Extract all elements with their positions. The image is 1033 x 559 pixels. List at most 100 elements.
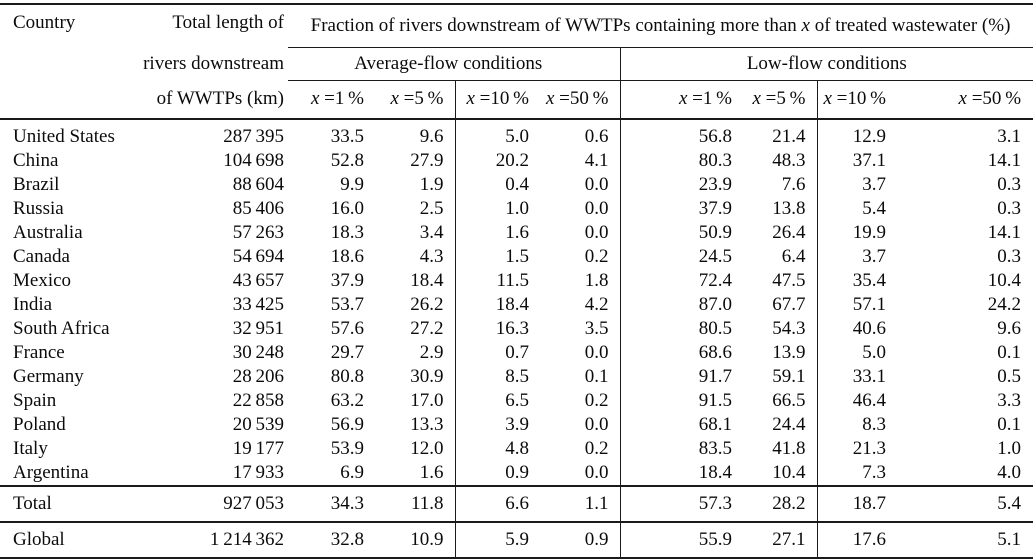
low-x1-cell: 68.1 — [698, 413, 732, 435]
avg-x5-cell: 26.2 — [368, 292, 456, 317]
avg-x10-cell: 5.9 — [455, 520, 533, 558]
low-x5-cell: 13.8 — [736, 196, 818, 221]
avg-x50-cell: 0.0 — [533, 340, 621, 365]
x-symbol: x — [823, 88, 832, 109]
low-x1-cell: 23.9 — [698, 173, 732, 195]
low-x5-cell: 6.4 — [736, 244, 818, 269]
avg-x5-cell: 11.8 — [368, 484, 456, 522]
total-length-cell: 85 406 — [232, 197, 284, 219]
table-row: Poland 20 539 56.9 13.3 3.9 0.0 68.1 24.4 8.3 0.1 — [0, 412, 1033, 437]
low-x5-cell: 41.8 — [736, 436, 818, 461]
avg-x1-cell: 18.6 — [330, 245, 364, 267]
low-x1-cell: 57.3 — [620, 484, 736, 522]
low-x10-cell: 12.9 — [852, 125, 886, 147]
avg-x5-cell: 2.5 — [368, 196, 456, 221]
low-x5-cell: 48.3 — [736, 148, 818, 173]
low-x5-cell: 28.2 — [736, 484, 818, 522]
country-cell: Russia — [13, 197, 64, 219]
avg-x5-cell: 30.9 — [368, 364, 456, 389]
low-x10-cell: 46.4 — [852, 389, 886, 411]
avg-x50-cell: 1.1 — [533, 484, 621, 522]
avg-x10-cell: 0.4 — [505, 173, 529, 195]
low-x50-cell: 10.4 — [987, 269, 1022, 291]
low-x1-cell: 37.9 — [698, 197, 732, 219]
table-span-title: Fraction of rivers downstream of WWTPs c… — [288, 4, 1033, 48]
avg-x10-cell: 16.3 — [495, 317, 529, 339]
col-header-total-line2: rivers downstream — [143, 52, 284, 74]
avg-x10-cell: 11.5 — [496, 269, 529, 291]
low-x1-cell: 72.4 — [698, 269, 732, 291]
country-cell: Argentina — [13, 461, 89, 483]
x-symbol: x — [678, 88, 688, 109]
avg-x50-cell: 0.0 — [533, 220, 621, 245]
x-value: =10 % — [831, 88, 886, 109]
country-cell: Global — [0, 520, 138, 558]
span-title-pre: Fraction of rivers downstream of WWTPs c… — [310, 14, 802, 36]
avg-x1-cell: 9.9 — [340, 173, 364, 195]
total-length-cell: 43 657 — [232, 269, 284, 291]
low-x10-cell: 40.6 — [852, 317, 886, 339]
low-x1-cell: 50.9 — [698, 221, 732, 243]
avg-x1-cell: 53.7 — [330, 293, 364, 315]
x-symbol: x — [958, 88, 967, 109]
avg-x10-cell: 3.9 — [505, 413, 529, 435]
avg-x50-cell: 4.1 — [533, 148, 621, 173]
avg-x10-cell: 6.5 — [505, 389, 529, 411]
header-row-2: rivers downstream Average-flow condition… — [0, 47, 1033, 81]
low-x10-cell: 3.7 — [862, 245, 886, 267]
low-x1-cell: 91.5 — [698, 389, 732, 411]
col-header-avg-x5: x =5 % — [368, 80, 456, 120]
low-x10-cell: 19.9 — [852, 221, 886, 243]
low-x5-cell: 7.6 — [736, 172, 818, 197]
country-cell: China — [13, 149, 59, 171]
low-x5-cell: 47.5 — [736, 268, 818, 293]
low-x1-cell: 68.6 — [698, 341, 732, 363]
low-x5-cell: 67.7 — [736, 292, 818, 317]
low-x50-cell: 3.3 — [997, 389, 1022, 411]
low-x50-cell: 0.3 — [997, 173, 1022, 195]
total-length-cell: 54 694 — [232, 245, 284, 267]
span-title-x: x — [801, 14, 810, 36]
total-length-cell: 32 951 — [232, 317, 284, 339]
country-cell: Germany — [13, 365, 84, 387]
table-row: China 104 698 52.8 27.9 20.2 4.1 80.3 48.3 37.1 1… — [0, 148, 1033, 173]
low-x5-cell: 27.1 — [736, 520, 818, 558]
low-x50-cell: 14.1 — [987, 221, 1022, 243]
col-header-avg-x10: x =10 % — [455, 80, 533, 120]
low-x1-cell: 56.8 — [698, 125, 732, 147]
col-header-low-x5: x =5 % — [736, 80, 818, 120]
avg-x1-cell: 32.8 — [288, 520, 368, 558]
total-length-cell: 104 698 — [223, 149, 284, 171]
total-length-cell: 88 604 — [232, 173, 284, 195]
total-length-cell: 57 263 — [232, 221, 284, 243]
x-value: =50 % — [966, 88, 1022, 109]
total-length-cell: 20 539 — [232, 413, 284, 435]
low-x1-cell: 87.0 — [698, 293, 732, 315]
col-header-low-x10: x =10 % — [817, 80, 890, 120]
total-length-cell: 927 053 — [138, 484, 288, 522]
table-row: Russia 85 406 16.0 2.5 1.0 0.0 37.9 13.8 5.4 0.3 — [0, 196, 1033, 221]
low-x50-cell: 5.1 — [890, 520, 1033, 558]
low-x10-cell: 21.3 — [852, 437, 886, 459]
table-body: United States 287 395 33.5 9.6 5.0 0.6 56.8 21.… — [0, 118, 1033, 558]
span-title-post: of treated wastewater (%) — [809, 14, 1011, 36]
avg-x10-cell: 1.0 — [505, 197, 529, 219]
low-x10-cell: 7.3 — [862, 461, 886, 483]
country-cell: South Africa — [13, 317, 110, 339]
x-symbol: x — [752, 88, 761, 109]
avg-x50-cell: 0.2 — [533, 388, 621, 413]
country-cell: Canada — [13, 245, 70, 267]
avg-x50-cell: 0.0 — [533, 460, 621, 486]
low-x50-cell: 0.1 — [997, 413, 1022, 435]
table-row: Mexico 43 657 37.9 18.4 11.5 1.8 72.4 47.5 35.4 1… — [0, 268, 1033, 293]
avg-x5-cell: 10.9 — [368, 520, 456, 558]
avg-x1-cell: 6.9 — [340, 461, 364, 483]
avg-x1-cell: 52.8 — [330, 149, 364, 171]
avg-x5-cell: 1.9 — [368, 172, 456, 197]
x-value: =1 % — [319, 88, 364, 109]
country-cell: France — [13, 341, 65, 363]
total-length-cell: 30 248 — [232, 341, 284, 363]
header-row-3: of WWTPs (km) x =1 % x =5 % x =10 % x =5… — [0, 80, 1033, 120]
avg-x10-cell: 8.5 — [505, 365, 529, 387]
